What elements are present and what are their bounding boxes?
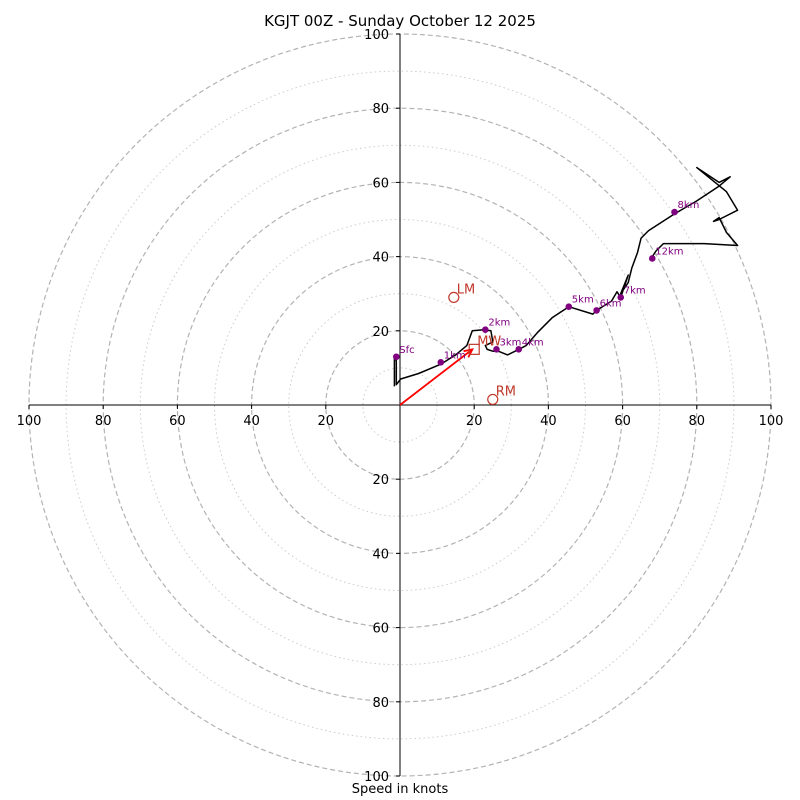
height-marker-dot xyxy=(648,255,656,262)
height-marker-label: 12km xyxy=(655,246,683,257)
height-marker-dot xyxy=(437,359,445,366)
height-marker-label: 3km xyxy=(499,337,521,348)
x-tick-label: 40 xyxy=(243,414,260,429)
storm-label-mw: MW xyxy=(477,334,501,349)
y-tick-label: 80 xyxy=(372,102,389,117)
height-marker-dot xyxy=(617,294,625,301)
height-marker-label: 5km xyxy=(572,295,594,306)
chart-title: KGJT 00Z - Sunday October 12 2025 xyxy=(264,12,536,30)
x-tick-label: 20 xyxy=(466,414,483,429)
height-marker-dot xyxy=(392,353,400,361)
x-tick-label: 100 xyxy=(17,414,42,429)
y-tick-label: 20 xyxy=(372,325,389,340)
height-marker-label: 7km xyxy=(624,285,646,296)
storm-label-lm: LM xyxy=(457,282,475,297)
height-marker-dot xyxy=(493,346,500,353)
x-tick-label: 100 xyxy=(759,414,784,429)
shear-vector xyxy=(399,348,473,406)
storm-motion-markers: LM MW RM xyxy=(448,282,516,406)
x-tick-label: 80 xyxy=(689,414,706,429)
tick-labels: 100 80 60 40 20 20 40 60 80 100 100 80 60 40 20 20 40 60 8… xyxy=(17,28,784,785)
x-axis-label: Speed in knots xyxy=(351,782,449,797)
height-marker-label: 4km xyxy=(522,337,544,348)
storm-marker-lm xyxy=(448,291,460,304)
y-tick-label: 20 xyxy=(372,473,389,488)
x-tick-label: 40 xyxy=(540,414,557,429)
height-marker-dot xyxy=(671,208,678,216)
x-tick-label: 60 xyxy=(614,414,631,429)
storm-marker-mw xyxy=(468,343,480,355)
x-tick-label: 60 xyxy=(169,414,186,429)
y-tick-label: 60 xyxy=(372,622,389,637)
hodograph-trace xyxy=(393,166,739,387)
height-marker-dot xyxy=(515,346,523,353)
y-tick-label: 100 xyxy=(364,28,389,43)
height-marker-dot xyxy=(482,326,489,333)
y-tick-label: 60 xyxy=(372,176,389,191)
height-marker-label: 6km xyxy=(600,298,622,309)
storm-marker-rm xyxy=(487,393,499,406)
height-marker-dot xyxy=(565,303,573,310)
height-marker-label: Sfc xyxy=(399,345,414,356)
y-tick-label: 100 xyxy=(364,770,389,785)
storm-label-rm: RM xyxy=(496,384,516,399)
x-tick-label: 80 xyxy=(95,414,112,429)
height-marker-label: 2km xyxy=(488,318,510,329)
height-marker-label: 1km xyxy=(444,350,466,361)
y-tick-label: 80 xyxy=(372,696,389,711)
x-tick-label: 20 xyxy=(318,414,335,429)
height-marker-dot xyxy=(593,307,600,314)
y-tick-label: 40 xyxy=(372,547,389,562)
height-marker-label: 8km xyxy=(678,200,700,211)
y-tick-label: 40 xyxy=(372,251,389,266)
